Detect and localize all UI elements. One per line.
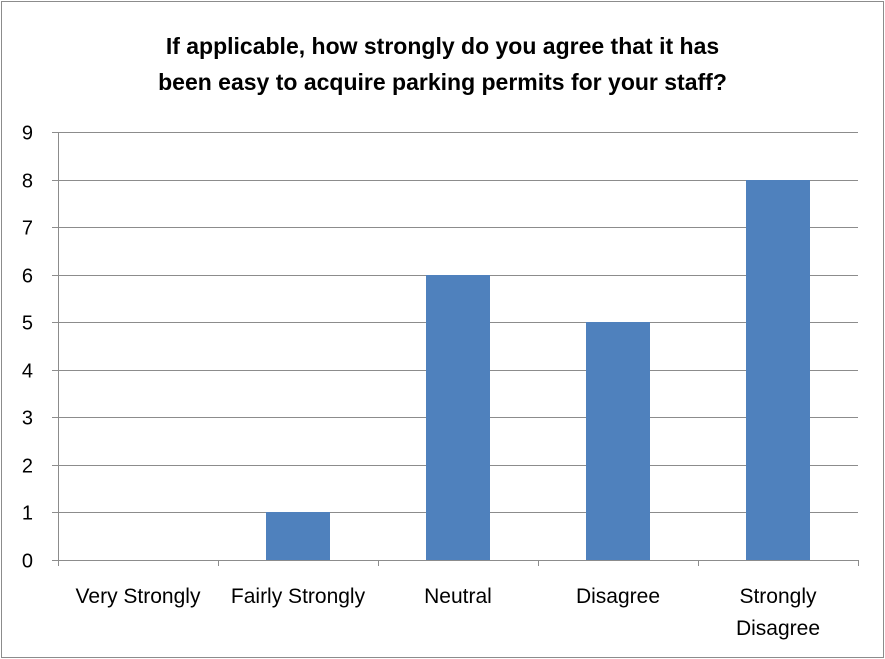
y-tick-labels: 0 1 2 3 4 5 6 7 8 9 bbox=[22, 123, 33, 573]
bar bbox=[426, 275, 490, 560]
x-tick-label-line: Disagree bbox=[576, 585, 660, 608]
axes bbox=[52, 132, 859, 566]
chart-title-line-2: been easy to acquire parking permits for… bbox=[158, 69, 727, 95]
x-tick-label-line: Fairly Strongly bbox=[231, 585, 366, 608]
x-tick-label: Disagree bbox=[576, 585, 660, 608]
x-tick-label: Fairly Strongly bbox=[231, 585, 366, 608]
y-tick-label: 9 bbox=[22, 123, 33, 145]
y-tick-label: 3 bbox=[22, 408, 33, 430]
bar bbox=[746, 180, 810, 560]
x-tick-label-line: Strongly bbox=[739, 585, 817, 608]
chart-title: If applicable, how strongly do you agree… bbox=[0, 28, 885, 100]
x-tick-labels: Very Strongly Fairly Strongly Neutral Disag… bbox=[76, 585, 820, 640]
y-tick-label: 1 bbox=[22, 503, 33, 525]
y-tick-label: 6 bbox=[22, 266, 33, 288]
x-tick-label: Neutral bbox=[424, 585, 492, 608]
x-tick-label: Very Strongly bbox=[76, 585, 201, 608]
bar bbox=[586, 322, 650, 560]
bars bbox=[266, 180, 810, 560]
bar bbox=[266, 512, 330, 560]
chart-title-line-1: If applicable, how strongly do you agree… bbox=[165, 33, 720, 59]
y-tick-label: 7 bbox=[22, 218, 33, 240]
y-tick-label: 5 bbox=[22, 313, 33, 335]
x-tick-label-line: Neutral bbox=[424, 585, 492, 608]
x-tick-label-line: Very Strongly bbox=[76, 585, 201, 608]
x-tick-label: Strongly Disagree bbox=[736, 585, 820, 640]
y-tick-label: 0 bbox=[22, 551, 33, 573]
y-tick-label: 2 bbox=[22, 456, 33, 478]
y-tick-label: 4 bbox=[22, 361, 33, 383]
x-tick-label-line: Disagree bbox=[736, 617, 820, 640]
y-tick-label: 8 bbox=[22, 171, 33, 193]
